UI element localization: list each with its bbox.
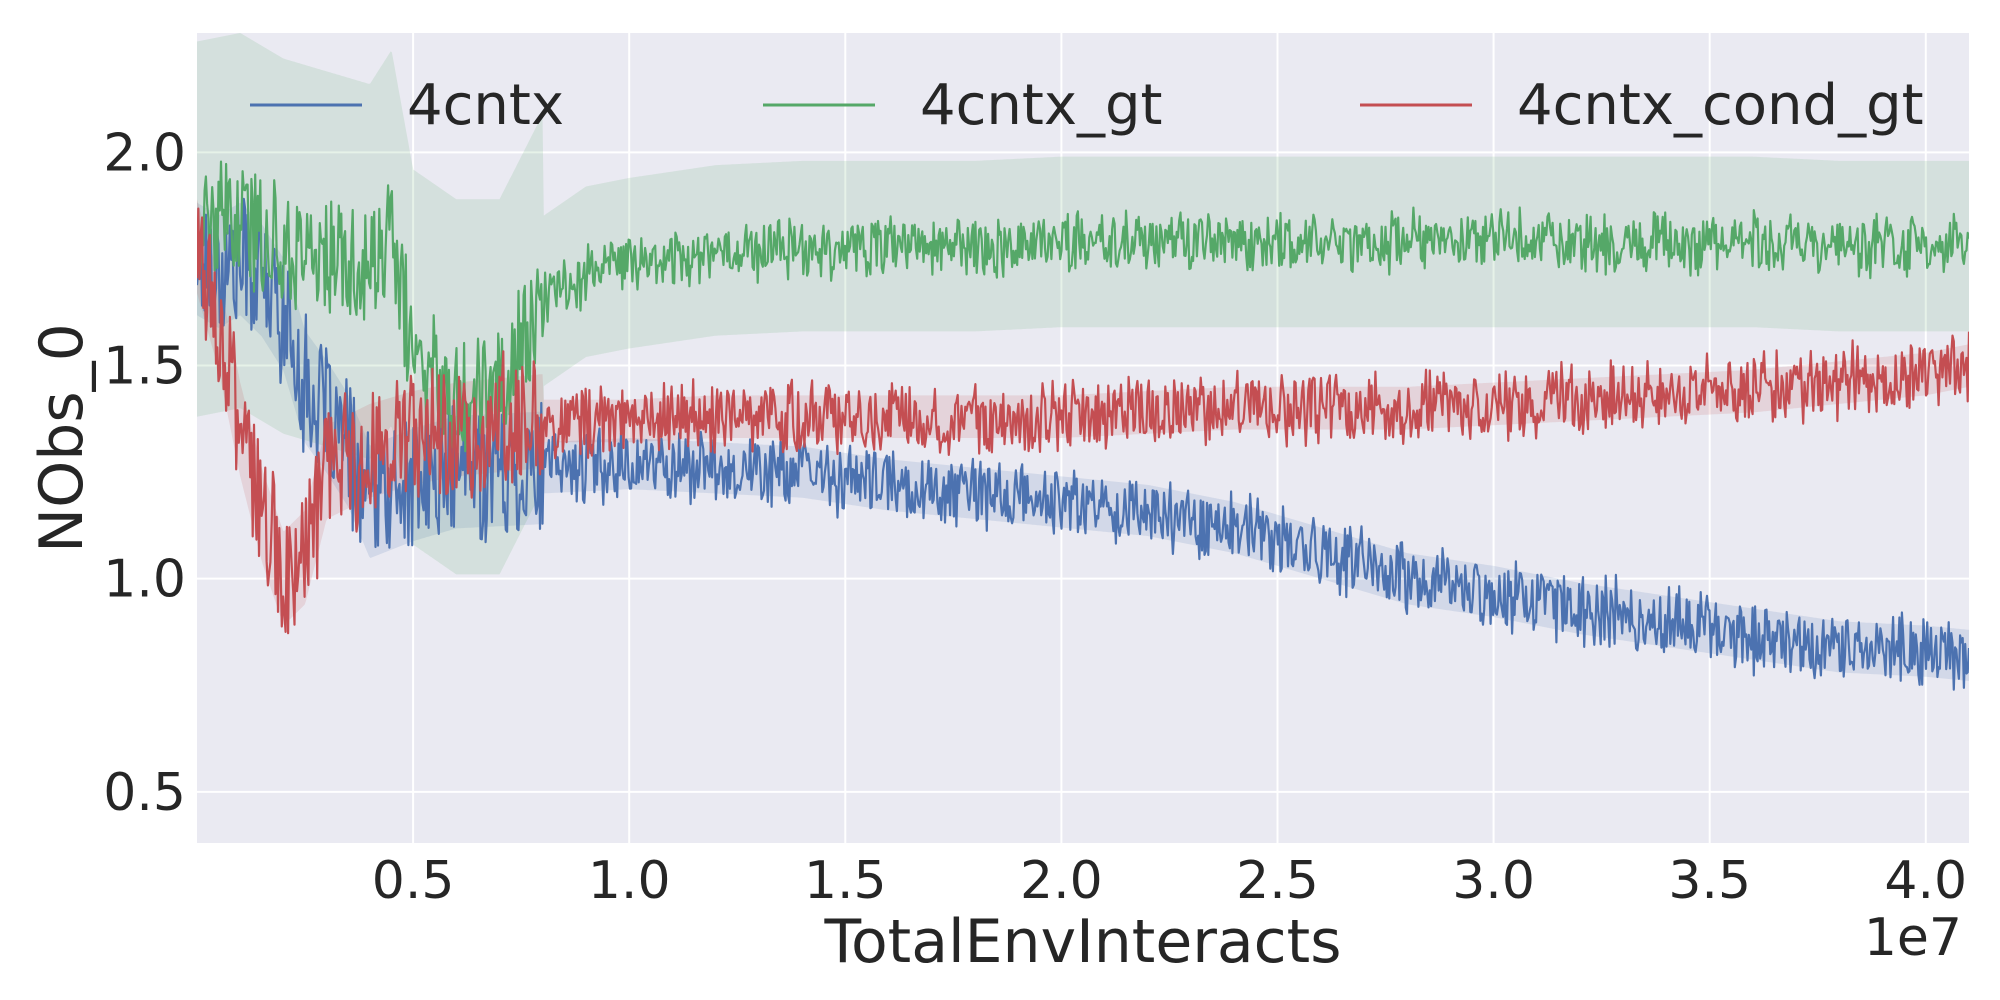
x-axis-ticks: 0.5 1.0 1.5 2.0 2.5 3.0 3.5 4.0 bbox=[372, 851, 1967, 911]
y-tick-label: 2.0 bbox=[103, 123, 186, 183]
x-tick-label: 3.0 bbox=[1452, 851, 1535, 911]
x-tick-label: 2.5 bbox=[1236, 851, 1319, 911]
x-axis-offset-label: 1e7 bbox=[1864, 908, 1962, 968]
y-tick-label: 1.5 bbox=[103, 337, 186, 397]
y-tick-label: 1.0 bbox=[103, 550, 186, 610]
grid bbox=[197, 33, 1969, 843]
confidence-band-4cntx_gt bbox=[197, 33, 1969, 575]
series-line-4cntx_gt bbox=[197, 160, 1969, 453]
series-lines bbox=[197, 160, 1969, 691]
x-tick-label: 3.5 bbox=[1668, 851, 1751, 911]
x-tick-label: 1.5 bbox=[804, 851, 887, 911]
x-tick-label: 4.0 bbox=[1884, 851, 1967, 911]
x-tick-label: 2.0 bbox=[1020, 851, 1103, 911]
legend-label: 4cntx bbox=[407, 73, 564, 138]
legend: 4cntx 4cntx_gt 4cntx_cond_gt bbox=[250, 73, 1924, 138]
x-tick-label: 1.0 bbox=[588, 851, 671, 911]
confidence-band-4cntx bbox=[197, 202, 1969, 681]
x-axis-label: TotalEnvInteracts bbox=[824, 907, 1342, 977]
y-axis-label: NObs_0 bbox=[27, 323, 97, 553]
series-line-4cntx bbox=[197, 196, 1969, 691]
legend-label: 4cntx_cond_gt bbox=[1517, 73, 1924, 138]
x-tick-label: 0.5 bbox=[372, 851, 455, 911]
y-tick-label: 0.5 bbox=[103, 763, 186, 823]
legend-label: 4cntx_gt bbox=[920, 73, 1163, 138]
series-line-4cntx_cond_gt bbox=[197, 207, 1969, 635]
y-axis-ticks: 0.5 1.0 1.5 2.0 bbox=[103, 123, 186, 822]
